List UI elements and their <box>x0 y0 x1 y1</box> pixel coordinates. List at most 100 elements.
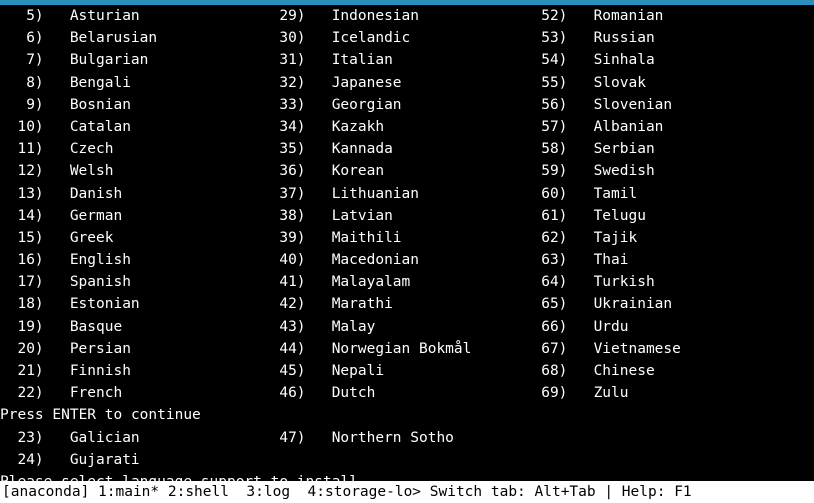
language-option[interactable]: Romanian <box>594 5 751 27</box>
language-row: 21) Finnish 45) Nepali 68) Chinese <box>0 360 814 382</box>
language-option[interactable]: Chinese <box>594 360 751 382</box>
language-option[interactable]: Vietnamese <box>594 338 751 360</box>
language-option[interactable]: Finnish <box>70 360 262 382</box>
language-option[interactable]: Korean <box>332 160 524 182</box>
language-number: 44 <box>262 338 297 360</box>
language-option[interactable]: Albanian <box>594 116 751 138</box>
language-option[interactable]: Persian <box>70 338 262 360</box>
language-number: 30 <box>262 27 297 49</box>
language-option[interactable]: Asturian <box>70 5 262 27</box>
language-number: 5 <box>0 5 35 27</box>
language-option[interactable]: Spanish <box>70 271 262 293</box>
language-option[interactable]: Basque <box>70 316 262 338</box>
language-number: 61 <box>524 205 559 227</box>
press-enter-prompt[interactable]: Press ENTER to continue <box>0 404 814 426</box>
language-number: 41 <box>262 271 297 293</box>
language-option[interactable]: Bengali <box>70 72 262 94</box>
language-row: 22) French 46) Dutch 69) Zulu <box>0 382 814 404</box>
language-number: 12 <box>0 160 35 182</box>
language-option[interactable]: Maithili <box>332 227 524 249</box>
language-option[interactable]: Zulu <box>594 382 751 404</box>
language-number: 20 <box>0 338 35 360</box>
language-number: 53 <box>524 27 559 49</box>
language-option[interactable]: Belarusian <box>70 27 262 49</box>
language-option[interactable]: Malay <box>332 316 524 338</box>
language-option[interactable]: Dutch <box>332 382 524 404</box>
language-number: 35 <box>262 138 297 160</box>
language-number: 10 <box>0 116 35 138</box>
language-number: 54 <box>524 49 559 71</box>
language-option[interactable]: Czech <box>70 138 262 160</box>
language-row: 7) Bulgarian 31) Italian 54) Sinhala <box>0 49 814 71</box>
language-number: 42 <box>262 293 297 315</box>
language-number: 8 <box>0 72 35 94</box>
language-number: 65 <box>524 293 559 315</box>
language-option[interactable]: Norwegian Bokmål <box>332 338 524 360</box>
language-option[interactable]: Lithuanian <box>332 183 524 205</box>
language-option[interactable]: English <box>70 249 262 271</box>
language-option[interactable]: Indonesian <box>332 5 524 27</box>
language-row: 19) Basque 43) Malay 66) Urdu <box>0 316 814 338</box>
language-option[interactable]: Swedish <box>594 160 751 182</box>
language-option[interactable]: Icelandic <box>332 27 524 49</box>
language-row: 20) Persian 44) Norwegian Bokmål 67) Vie… <box>0 338 814 360</box>
language-row: 24) Gujarati <box>0 449 814 471</box>
language-number: 32 <box>262 72 297 94</box>
language-option[interactable]: Gujarati <box>70 449 262 471</box>
language-option[interactable]: Japanese <box>332 72 524 94</box>
language-option[interactable]: Latvian <box>332 205 524 227</box>
language-option[interactable]: Tajik <box>594 227 751 249</box>
language-option[interactable]: Tamil <box>594 183 751 205</box>
language-option[interactable]: Sinhala <box>594 49 751 71</box>
language-option[interactable]: Thai <box>594 249 751 271</box>
language-number: 14 <box>0 205 35 227</box>
language-option[interactable]: German <box>70 205 262 227</box>
language-option[interactable]: Northern Sotho <box>332 427 524 449</box>
language-number: 6 <box>0 27 35 49</box>
language-number: 45 <box>262 360 297 382</box>
language-option[interactable]: Bulgarian <box>70 49 262 71</box>
language-option[interactable]: French <box>70 382 262 404</box>
language-option[interactable]: Greek <box>70 227 262 249</box>
language-row: 5) Asturian 29) Indonesian 52) Romanian <box>0 5 814 27</box>
terminal-content: 5) Asturian 29) Indonesian 52) Romanian … <box>0 5 814 503</box>
language-number: 64 <box>524 271 559 293</box>
language-number: 13 <box>0 183 35 205</box>
language-number: 59 <box>524 160 559 182</box>
language-option[interactable]: Marathi <box>332 293 524 315</box>
language-option[interactable]: Russian <box>594 27 751 49</box>
language-number: 22 <box>0 382 35 404</box>
language-option[interactable]: Slovenian <box>594 94 751 116</box>
language-option[interactable]: Turkish <box>594 271 751 293</box>
language-row: 14) German 38) Latvian 61) Telugu <box>0 205 814 227</box>
language-number: 58 <box>524 138 559 160</box>
language-option[interactable]: Galician <box>70 427 262 449</box>
language-option[interactable]: Italian <box>332 49 524 71</box>
language-number: 33 <box>262 94 297 116</box>
language-option[interactable]: Serbian <box>594 138 751 160</box>
language-option[interactable]: Urdu <box>594 316 751 338</box>
language-option[interactable]: Georgian <box>332 94 524 116</box>
language-option[interactable]: Nepali <box>332 360 524 382</box>
language-row: 13) Danish 37) Lithuanian 60) Tamil <box>0 183 814 205</box>
language-number: 37 <box>262 183 297 205</box>
language-number: 63 <box>524 249 559 271</box>
language-option[interactable]: Macedonian <box>332 249 524 271</box>
language-option[interactable]: Estonian <box>70 293 262 315</box>
language-option[interactable]: Catalan <box>70 116 262 138</box>
language-row: 15) Greek 39) Maithili 62) Tajik <box>0 227 814 249</box>
language-number: 15 <box>0 227 35 249</box>
language-option[interactable]: Welsh <box>70 160 262 182</box>
language-option[interactable]: Bosnian <box>70 94 262 116</box>
language-option[interactable]: Telugu <box>594 205 751 227</box>
language-option[interactable]: Danish <box>70 183 262 205</box>
language-option[interactable]: Malayalam <box>332 271 524 293</box>
language-option[interactable]: Ukrainian <box>594 293 751 315</box>
language-option[interactable]: Kannada <box>332 138 524 160</box>
language-option[interactable]: Slovak <box>594 72 751 94</box>
language-number: 34 <box>262 116 297 138</box>
language-number: 11 <box>0 138 35 160</box>
language-row: 6) Belarusian 30) Icelandic 53) Russian <box>0 27 814 49</box>
language-option[interactable]: Kazakh <box>332 116 524 138</box>
language-number: 31 <box>262 49 297 71</box>
